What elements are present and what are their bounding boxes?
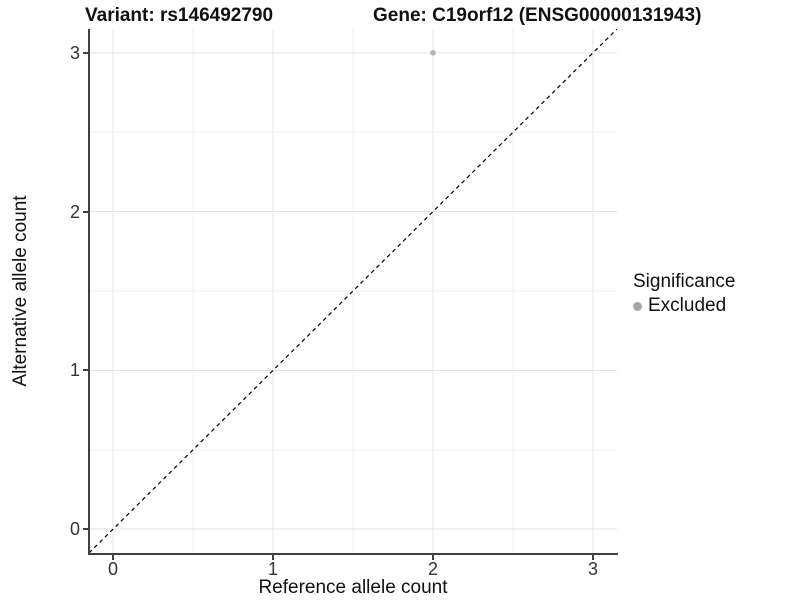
x-tick-label: 1	[267, 559, 278, 579]
x-tick-mark	[272, 555, 274, 560]
x-tick-mark	[112, 555, 114, 560]
y-tick-mark	[83, 528, 88, 531]
legend-item: Excluded	[633, 295, 798, 317]
y-axis-line	[88, 29, 90, 555]
legend-items: Excluded	[633, 295, 798, 317]
plot-panel	[88, 28, 618, 554]
y-axis-title: Alternative allele count	[10, 195, 31, 387]
plot-title-gene: Gene: C19orf12 (ENSG00000131943)	[373, 5, 702, 26]
legend-point-icon	[633, 301, 642, 311]
y-tick-label: 0	[69, 519, 80, 540]
y-tick-mark	[83, 369, 88, 372]
x-axis-title: Reference allele count	[258, 577, 448, 598]
y-tick-label: 2	[69, 201, 80, 222]
data-point	[430, 50, 436, 56]
x-tick-mark	[592, 555, 594, 560]
x-tick-label: 0	[107, 559, 118, 579]
identity-line	[88, 28, 618, 554]
y-tick-label: 3	[69, 42, 80, 63]
plot-canvas	[88, 28, 618, 554]
x-axis-line	[88, 553, 618, 555]
x-tick-label: 2	[427, 559, 438, 579]
y-tick-label: 1	[69, 360, 80, 381]
legend: Significance Excluded	[633, 271, 798, 317]
legend-title: Significance	[633, 271, 736, 292]
plot-title-variant: Variant: rs146492790	[85, 5, 274, 26]
x-tick-mark	[432, 555, 434, 560]
x-tick-label: 3	[587, 559, 598, 579]
y-tick-mark	[83, 51, 88, 54]
legend-item-label: Excluded	[648, 295, 727, 316]
y-tick-mark	[83, 210, 88, 213]
